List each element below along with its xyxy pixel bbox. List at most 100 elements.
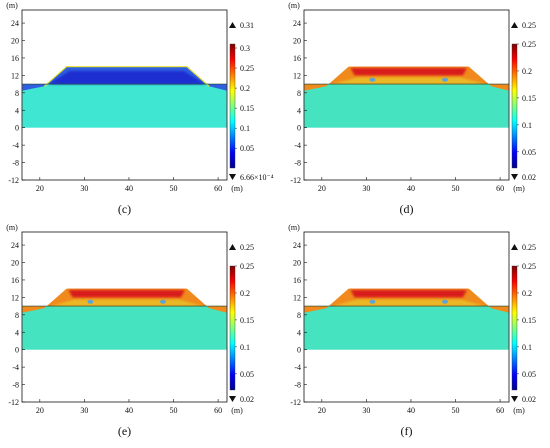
embankment-hot-zone [350, 67, 467, 76]
x-axis-unit: (m) [231, 184, 243, 193]
panel-caption: (e) [118, 424, 131, 438]
y-tick-label: 0 [297, 124, 301, 133]
y-tick-label: -4 [12, 141, 19, 150]
colorbar-tick-label: 0.25 [522, 262, 536, 271]
colorbar-min-label: 0.02 [240, 395, 254, 404]
y-tick-label: -4 [294, 363, 301, 372]
colorbar-tick-label: 0.2 [240, 84, 250, 93]
x-tick-label: 40 [125, 406, 133, 415]
y-tick-label: 20 [11, 259, 19, 268]
colorbar-tick-label: 0.15 [522, 94, 536, 103]
colorbar-max-label: 0.25 [240, 243, 254, 252]
foundation-layer [22, 84, 227, 128]
x-tick-label: 30 [80, 406, 88, 415]
x-tick-label: 50 [170, 184, 178, 193]
x-tick-label: 20 [318, 184, 326, 193]
colorbar-tick-label: 0.05 [240, 144, 254, 153]
x-tick-label: 20 [36, 184, 44, 193]
colorbar-tick-label: 0.15 [240, 104, 254, 113]
x-tick-label: 40 [407, 184, 415, 193]
embankment-hot-zone [68, 289, 185, 298]
y-tick-label: -12 [8, 176, 19, 185]
colorbar-tick-label: 0.1 [240, 343, 250, 352]
y-tick-label: 20 [11, 37, 19, 46]
y-tick-label: 16 [293, 276, 301, 285]
colorbar-min-marker [229, 396, 236, 402]
y-tick-label: -4 [12, 363, 19, 372]
foundation-layer [304, 306, 509, 350]
x-axis-unit: (m) [231, 406, 243, 415]
y-tick-label: 20 [293, 37, 301, 46]
x-tick-label: 60 [496, 184, 504, 193]
colorbar-tick-label: 0.2 [522, 289, 532, 298]
colorbar-min-marker [511, 174, 518, 180]
blue-spot [442, 299, 449, 304]
x-axis-unit: (m) [513, 184, 525, 193]
x-tick-label: 30 [362, 184, 370, 193]
x-tick-label: 50 [452, 184, 460, 193]
blue-spot [369, 77, 376, 82]
x-tick-label: 50 [452, 406, 460, 415]
colorbar-tick-label: 0.1 [522, 343, 532, 352]
colorbar-tick-label: 0.15 [240, 316, 254, 325]
y-tick-label: 12 [11, 293, 19, 302]
y-tick-label: 24 [293, 241, 301, 250]
colorbar-max-label: 0.31 [240, 21, 254, 30]
y-tick-label: 4 [297, 106, 301, 115]
y-tick-label: 4 [15, 328, 19, 337]
colorbar-min-marker [511, 396, 518, 402]
panel-caption: (c) [118, 202, 131, 216]
y-tick-label: 24 [293, 19, 301, 28]
embankment-mid-zone [332, 299, 486, 307]
colorbar-tick-label: 0.05 [522, 148, 536, 157]
colorbar [229, 265, 236, 391]
y-axis-unit: (m) [6, 1, 18, 10]
blue-spot [442, 77, 449, 82]
colorbar [229, 43, 236, 169]
x-tick-label: 60 [214, 184, 222, 193]
colorbar-tick-label: 0.05 [240, 370, 254, 379]
panel-caption: (f) [401, 424, 413, 438]
x-tick-label: 30 [80, 184, 88, 193]
y-tick-label: -8 [294, 381, 301, 390]
colorbar [511, 265, 518, 391]
colorbar-tick-label: 0.2 [240, 289, 250, 298]
x-tick-label: 20 [36, 406, 44, 415]
x-tick-label: 40 [125, 184, 133, 193]
embankment-mid-zone [332, 77, 486, 85]
x-tick-label: 30 [362, 406, 370, 415]
y-tick-label: -8 [12, 381, 19, 390]
blue-spot [369, 299, 376, 304]
colorbar [511, 43, 518, 169]
y-tick-label: 4 [297, 328, 301, 337]
x-tick-label: 40 [407, 406, 415, 415]
y-tick-label: -4 [294, 141, 301, 150]
colorbar-max-marker [511, 22, 518, 28]
colorbar-max-label: 0.25 [522, 243, 536, 252]
colorbar-min-label: 6.66×10⁻⁴ [240, 173, 274, 182]
colorbar-tick-label: 0.1 [522, 121, 532, 130]
colorbar-min-label: 0.02 [522, 173, 536, 182]
foundation-layer [22, 306, 227, 350]
colorbar-tick-label: 0.25 [240, 262, 254, 271]
y-tick-label: -8 [294, 159, 301, 168]
y-tick-label: 8 [297, 311, 301, 320]
y-tick-label: 12 [293, 293, 301, 302]
y-tick-label: 12 [293, 71, 301, 80]
y-tick-label: 0 [297, 346, 301, 355]
embankment-core [48, 71, 206, 85]
colorbar-tick-label: 0.2 [522, 67, 532, 76]
embankment-mid-zone [50, 299, 204, 307]
colorbar-tick-label: 0.1 [240, 124, 250, 133]
y-tick-label: 16 [293, 54, 301, 63]
y-tick-label: 16 [11, 54, 19, 63]
y-tick-label: -12 [8, 398, 19, 407]
colorbar-max-marker [511, 244, 518, 250]
colorbar-tick-label: 0.3 [240, 44, 250, 53]
y-tick-label: 20 [293, 259, 301, 268]
colorbar-max-label: 0.25 [522, 21, 536, 30]
